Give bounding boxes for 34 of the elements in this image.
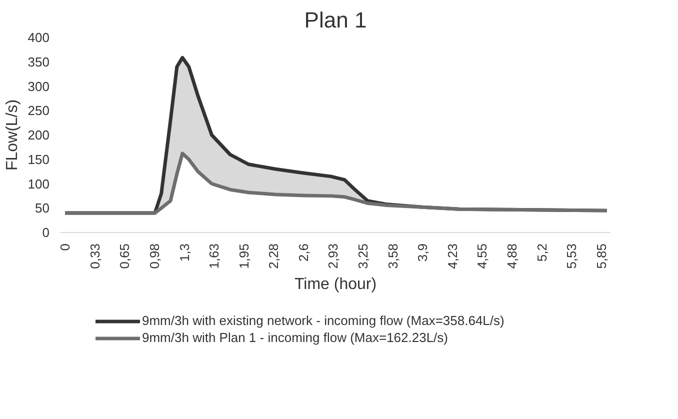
x-tick-label: 2,28 bbox=[266, 243, 282, 269]
x-tick-label: 4,55 bbox=[474, 243, 490, 269]
chart-title: Plan 1 bbox=[304, 8, 367, 32]
y-axis-title: FLow(L/s) bbox=[4, 99, 21, 171]
line-series bbox=[63, 152, 609, 215]
x-tick-label: 1,3 bbox=[176, 243, 192, 262]
y-tick-label: 0 bbox=[42, 225, 50, 240]
x-tick-label: 5,2 bbox=[534, 243, 550, 262]
x-tick-label: 0,65 bbox=[117, 243, 132, 269]
x-tick-label: 1,63 bbox=[206, 243, 222, 269]
y-tick-label: 300 bbox=[28, 78, 50, 94]
y-tick-label: 50 bbox=[35, 200, 50, 216]
y-tick-label: 100 bbox=[28, 176, 50, 192]
legend-label: 9mm/3h with Plan 1 - incoming flow (Max=162.23L/s) bbox=[142, 330, 448, 345]
y-tick-label: 200 bbox=[28, 128, 50, 142]
x-tick-label: 5,53 bbox=[564, 243, 580, 269]
x-tick-label: 3,9 bbox=[415, 243, 430, 262]
x-tick-label: 1,95 bbox=[236, 243, 252, 269]
x-tick-label: 5,85 bbox=[594, 243, 609, 269]
y-tick-label: 400 bbox=[28, 30, 50, 45]
x-tick-label: 3,58 bbox=[385, 243, 400, 269]
y-tick-label: 350 bbox=[28, 54, 50, 70]
x-tick-label: 2,93 bbox=[326, 243, 341, 269]
y-tick-label: 150 bbox=[28, 152, 50, 167]
legend-label: 9mm/3h with existing network - incoming flow (Max=358.64L/s) bbox=[142, 313, 504, 328]
x-tick-label: 0,33 bbox=[87, 243, 102, 269]
x-tick-label: 2,6 bbox=[296, 243, 311, 262]
x-tick-label: 0,98 bbox=[146, 243, 162, 269]
x-tick-label: 0 bbox=[58, 243, 73, 251]
x-axis-title: Time (hour) bbox=[294, 276, 377, 293]
x-tick-label: 4,23 bbox=[444, 243, 460, 269]
x-tick-label: 4,88 bbox=[504, 243, 520, 269]
y-tick-label: 250 bbox=[28, 103, 50, 118]
x-tick-label: 3,25 bbox=[356, 243, 370, 269]
